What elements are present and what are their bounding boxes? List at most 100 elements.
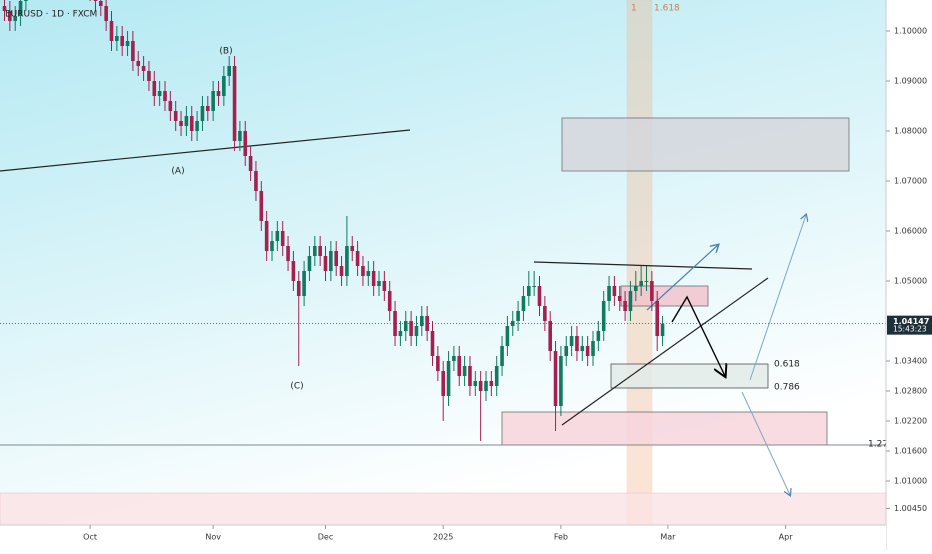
candle-body [18,0,23,16]
candle-body [382,281,387,291]
candle-body [377,281,381,286]
fib-label: 0.786 [774,383,800,393]
candle-body [24,0,28,1]
candle-body [291,261,296,281]
y-tick-label: 1.08000 [894,127,927,136]
candle-body [473,381,478,386]
y-tick-label: 1.03400 [894,357,927,366]
candle-body [452,356,456,361]
candle-body [152,81,157,96]
candle-body [147,71,151,81]
candle-body [109,21,114,41]
candle-body [612,286,617,296]
x-tick-label: Dec [318,533,333,542]
fib-time-zone [626,0,653,526]
candle-body [521,296,526,311]
time-axis [0,525,886,550]
candle-body [163,91,167,101]
x-tick-label: 2025 [433,533,453,542]
wave-label: (C) [290,382,303,392]
candle-body [409,321,413,336]
plot-background [0,0,886,525]
candle-body [559,356,563,406]
candle-body [286,246,290,261]
candle-body [206,106,210,111]
countdown: 15:43:23 [893,325,927,334]
candle-body [8,11,12,21]
candle-body [270,241,274,251]
candle-body [393,311,397,336]
candle-body [200,106,205,121]
candle-body [553,351,558,406]
candle-body [617,296,622,301]
candle-body [607,286,611,301]
candle-body [414,326,419,336]
candle-body [323,256,328,271]
x-tick-label: Mar [660,533,676,542]
candle-body [371,271,376,286]
x-tick-label: Oct [83,533,97,542]
candle-body [628,291,633,311]
y-tick-label: 1.02200 [894,417,927,426]
wave-label: (B) [219,47,232,57]
price-axis [886,0,932,550]
candle-body [634,286,638,291]
candle-body [398,331,403,336]
candle-body [660,323,665,336]
candle-body [425,316,429,331]
candle-body [500,346,504,366]
candle-body [168,101,173,111]
candle-body [591,341,595,356]
candle-body [580,346,585,351]
candle-body [334,251,338,266]
candle-body [157,91,162,96]
candle-body [104,6,108,21]
candle-body [548,321,552,351]
candle-body [489,381,494,386]
price-tag-label: 1.04147 [893,317,929,326]
candle-body [350,246,355,251]
candle-body [307,256,312,271]
y-tick-label: 1.01000 [894,477,927,486]
drawings [0,0,887,526]
candle-body [136,61,141,66]
candle-body [446,361,451,396]
candle-body [575,336,579,351]
arrow [741,391,790,495]
demand-box [501,411,828,446]
y-tick-label: 1.09000 [894,77,927,86]
candle-body [403,321,408,331]
candle-body [543,306,547,321]
arrow [646,245,718,311]
candle-body [596,331,601,341]
y-tick-label: 1.10000 [894,27,927,36]
candle-body [355,251,360,266]
candle-body [243,131,248,156]
price-tag [887,315,932,335]
arrow [671,295,725,376]
y-tick-label: 1.01600 [894,447,927,456]
resistance-box [561,117,850,172]
candle-body [494,366,499,386]
candle-body [441,371,445,396]
candle-body [366,271,371,276]
candle-body [259,191,264,221]
candle-body [275,231,280,241]
axes: 1.10000 1.09000 1.08000 1.07000 1.06000 1.050… [83,27,932,542]
candle-body [120,36,124,46]
fib-box [610,363,769,389]
candle-body [650,281,654,301]
fib-label: 0.618 [774,360,800,370]
candle-body [93,0,98,1]
candle-body [527,286,531,296]
fib-label: 1.27 [868,440,888,450]
candle-body [484,381,488,391]
candle-body [254,171,258,191]
candle-body [313,246,317,256]
y-tick-label: 1.02800 [894,387,927,396]
candle-body [644,281,649,282]
candle-body [532,286,536,287]
trend-line [533,261,753,270]
